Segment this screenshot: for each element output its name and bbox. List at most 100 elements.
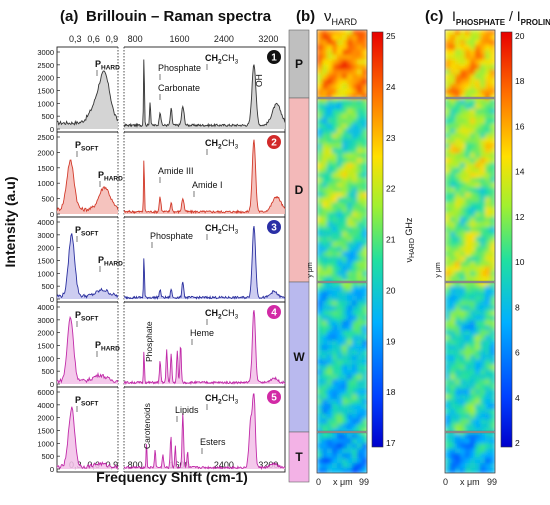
heat-cell	[470, 340, 476, 346]
heat-cell	[455, 330, 461, 336]
heat-cell	[357, 167, 363, 174]
heat-cell	[347, 290, 353, 297]
heat-cell	[455, 354, 461, 361]
heat-cell	[450, 54, 456, 61]
heat-cell	[352, 157, 358, 164]
heat-cell	[450, 108, 456, 115]
heat-cell	[357, 187, 363, 194]
heat-cell	[450, 315, 456, 322]
brillouin-bottom-tick: 0,9	[106, 460, 119, 470]
heat-cell	[485, 458, 491, 464]
heat-cell	[450, 276, 456, 282]
heat-cell	[480, 384, 486, 390]
heat-cell	[352, 74, 358, 80]
heat-cell	[450, 113, 456, 120]
heat-cell	[362, 330, 367, 336]
heat-cell	[347, 320, 353, 326]
annotation: CH2CH3	[205, 223, 239, 236]
heat-cell	[332, 349, 338, 356]
heat-cell	[332, 404, 338, 410]
heat-cell	[470, 418, 476, 425]
heat-cell	[445, 458, 451, 464]
y-tick-label: 3000	[37, 231, 54, 240]
heat-cell	[465, 138, 471, 144]
heat-cell	[455, 266, 461, 272]
heat-cell	[460, 295, 466, 302]
heat-cell	[362, 413, 367, 420]
heat-cell	[357, 89, 363, 95]
heat-cell	[470, 413, 476, 420]
heat-cell	[485, 394, 491, 400]
heat-cell	[475, 162, 481, 169]
heat-cell	[475, 177, 481, 184]
heat-cell	[445, 359, 451, 366]
heat-cell	[322, 330, 328, 336]
heat-cell	[357, 108, 363, 115]
heat-cell	[337, 340, 343, 346]
heat-cell	[445, 369, 451, 376]
heat-cell	[480, 167, 486, 174]
heat-cell	[450, 89, 456, 95]
heat-cell	[475, 394, 481, 400]
heat-cell	[485, 157, 491, 164]
brillouin-spectrum-line	[56, 233, 119, 299]
heat-cell	[332, 231, 338, 238]
heat-cell	[317, 30, 323, 36]
heat-cell	[332, 409, 338, 415]
heat-cell	[485, 103, 491, 110]
heat-cell	[327, 89, 333, 95]
heat-cell	[480, 143, 486, 149]
heat-cell	[327, 133, 333, 139]
heat-cell	[357, 212, 363, 218]
heat-cell	[485, 113, 491, 120]
heat-cell	[460, 89, 466, 95]
heat-cell	[322, 399, 328, 405]
heat-cell	[485, 276, 491, 282]
heat-cell	[357, 335, 363, 341]
heat-cell	[337, 172, 343, 179]
heat-cell	[362, 320, 367, 326]
heat-cell	[362, 325, 367, 331]
heat-cell	[352, 320, 358, 326]
heat-cell	[362, 463, 367, 469]
heat-cell	[332, 93, 338, 100]
heat-cell	[465, 285, 471, 292]
annotation: CH2CH3	[205, 53, 239, 66]
heat-cell	[490, 84, 495, 90]
heat-cell	[445, 226, 451, 233]
heat-cell	[347, 207, 353, 213]
heat-cell	[352, 379, 358, 385]
heat-cell	[470, 74, 476, 80]
heat-cell	[470, 98, 476, 105]
heat-cell	[357, 128, 363, 134]
heat-cell	[357, 226, 363, 233]
raman-spectrum-line	[123, 393, 286, 471]
heat-cell	[357, 345, 363, 351]
heat-cell	[465, 448, 471, 454]
heat-cell	[470, 305, 476, 312]
heat-cell	[475, 399, 481, 405]
heat-cell	[327, 359, 333, 366]
heat-cell	[342, 153, 348, 159]
heat-cell	[450, 44, 456, 51]
heat-cell	[490, 463, 495, 469]
heat-cell	[327, 241, 333, 248]
y-tick-label: 2000	[37, 244, 54, 253]
heat-cell	[317, 93, 323, 100]
heat-cell	[475, 187, 481, 194]
y-tick-label: 0	[50, 125, 54, 134]
heat-cell	[342, 285, 348, 292]
heat-cell	[485, 236, 491, 243]
heat-cell	[362, 423, 367, 430]
heat-cell	[490, 266, 495, 272]
heat-cell	[352, 335, 358, 341]
heat-cell	[357, 369, 363, 376]
heat-cell	[322, 133, 328, 139]
heat-cell	[322, 256, 328, 262]
heat-cell	[317, 54, 323, 61]
heat-cell	[485, 39, 491, 46]
heat-cell	[455, 217, 461, 223]
heat-cell	[465, 157, 471, 164]
